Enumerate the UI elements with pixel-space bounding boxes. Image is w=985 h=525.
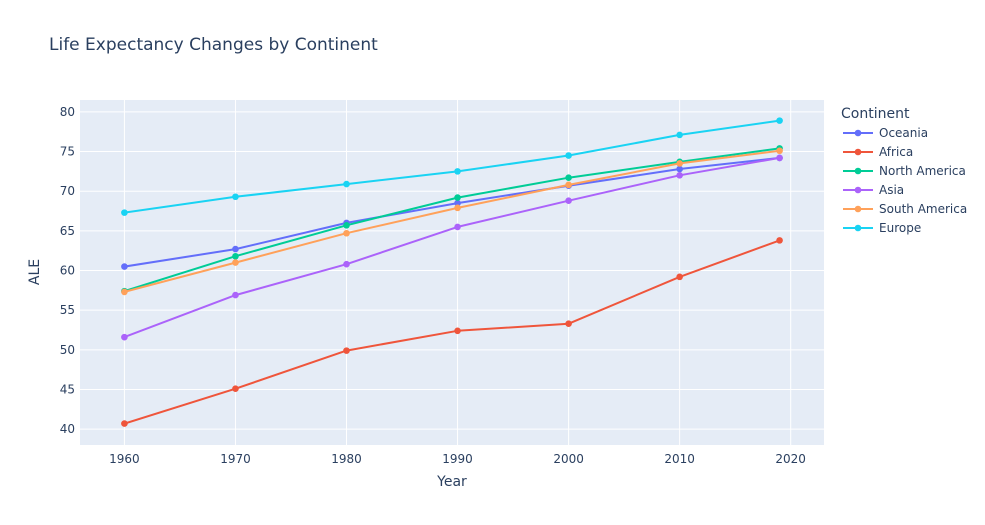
y-tick-label: 75 [60,145,75,159]
data-point [676,273,683,281]
data-point [343,260,350,268]
data-point [454,223,461,231]
legend-label: North America [879,164,966,178]
legend-marker [854,148,862,156]
legend-label: Europe [879,221,921,235]
data-point [676,160,683,167]
series-layer [121,117,783,427]
data-point [121,263,128,270]
legend-label: Asia [879,183,904,197]
x-tick-label: 2020 [775,452,806,466]
x-tick-label: 1990 [442,452,473,466]
legend-item-asia[interactable]: Asia [843,183,904,197]
legend-label: Oceania [879,126,928,140]
legend-label: South America [879,202,967,216]
data-point [232,245,239,253]
legend-item-africa[interactable]: Africa [843,145,913,159]
series-asia [121,154,783,341]
legend-marker [854,186,862,194]
plot-area [80,100,824,445]
series-south-america [121,147,783,296]
data-point [776,154,783,162]
y-tick-label: 50 [60,343,75,357]
data-point [232,193,239,201]
data-point [121,420,128,427]
series-africa [121,237,783,427]
legend-item-north-america[interactable]: North America [843,164,966,178]
data-point [454,168,461,175]
legend-marker [854,205,862,213]
data-point [565,320,572,327]
chart-title: Life Expectancy Changes by Continent [49,35,378,55]
legend-items: Oceania Africa North America Asia South Amer… [843,126,967,235]
y-tick-label: 55 [60,303,75,317]
data-point [676,131,683,139]
x-axis-title: Year [436,474,467,490]
x-tick-label: 1970 [220,452,251,466]
data-point [343,229,350,237]
data-point [232,291,239,299]
legend-marker [854,167,862,175]
data-point [676,172,683,179]
data-point [565,152,572,159]
data-point [121,209,128,216]
data-point [232,385,239,392]
legend: Continent Oceania Africa North America Asia… [841,106,967,235]
y-axis-title: ALE [27,259,43,285]
legend-item-south-america[interactable]: South America [843,202,967,216]
x-tick-label: 1980 [331,452,362,466]
data-point [232,259,239,266]
y-tick-label: 45 [60,382,75,396]
legend-item-europe[interactable]: Europe [843,221,921,235]
legend-item-oceania[interactable]: Oceania [843,126,928,140]
data-point [776,117,783,124]
y-tick-label: 80 [60,105,75,119]
legend-marker [854,129,862,137]
data-point [121,288,128,296]
legend-title: Continent [841,106,910,122]
y-tick-label: 65 [60,224,75,238]
data-point [454,204,461,212]
data-point [565,197,572,205]
y-tick-label: 40 [60,422,75,436]
data-point [454,327,461,335]
data-point [565,174,572,182]
data-point [232,252,239,260]
x-tick-label: 2000 [553,452,584,466]
data-point [565,181,572,189]
data-point [454,194,461,201]
data-point [776,237,783,244]
data-point [454,199,461,207]
legend-label: Africa [879,145,913,159]
x-axis-ticks: 1960 1970 1980 1990 2000 2010 2020 [109,452,806,466]
y-tick-label: 60 [60,264,75,278]
legend-marker [854,224,862,232]
data-point [676,165,683,173]
data-point [776,147,783,155]
series-europe [121,117,783,216]
x-tick-label: 1960 [109,452,140,466]
data-point [343,180,350,188]
data-point [343,222,350,229]
data-point [121,333,128,341]
y-axis-ticks: 40 45 50 55 60 65 70 75 80 [60,105,75,436]
y-tick-label: 70 [60,184,75,198]
data-point [343,347,350,354]
x-tick-label: 2010 [664,452,695,466]
